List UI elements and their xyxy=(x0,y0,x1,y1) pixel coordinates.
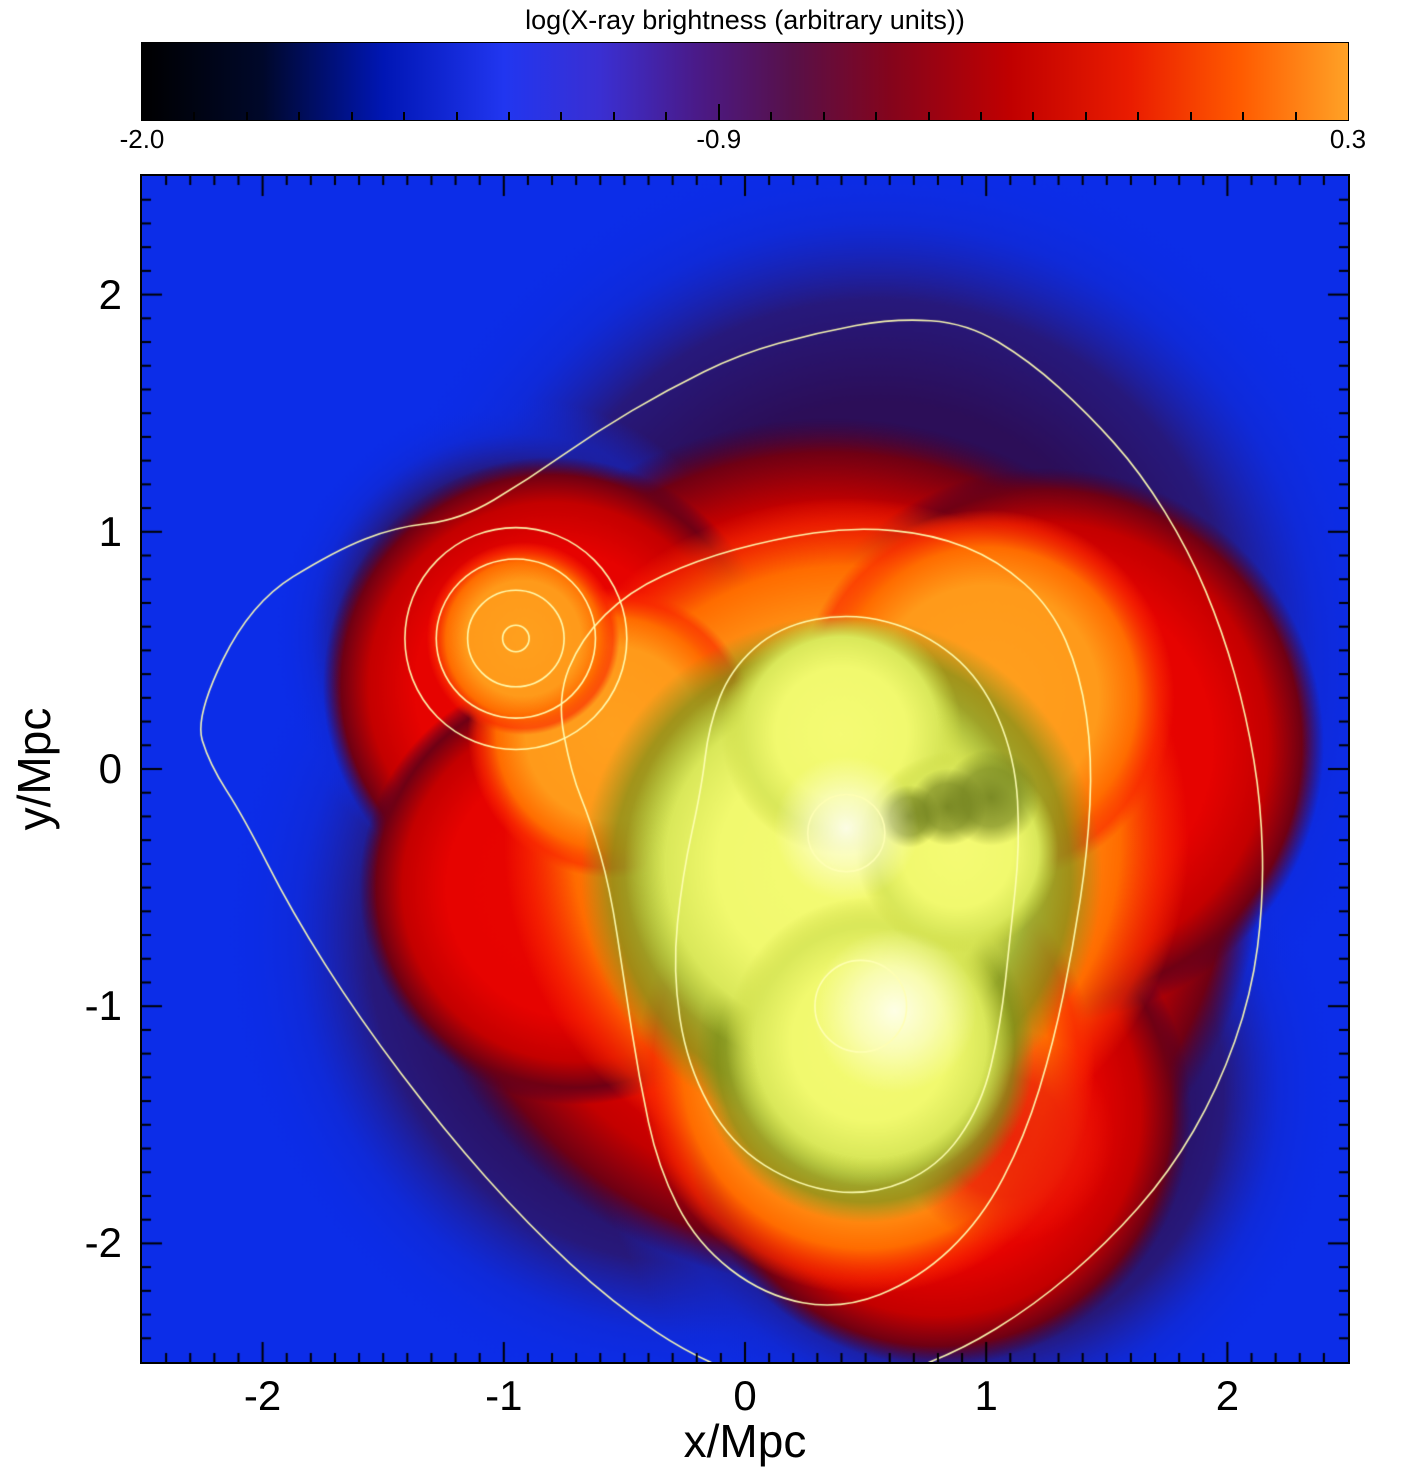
colorbar-tick xyxy=(403,112,406,120)
x-tick-label: 0 xyxy=(733,1372,757,1419)
colorbar-tick xyxy=(1032,112,1035,120)
x-tick-label: -2 xyxy=(243,1372,282,1419)
colorbar-tick xyxy=(1084,112,1087,120)
y-tick-label: 0 xyxy=(98,745,122,792)
colorbar-tick xyxy=(1242,112,1245,120)
x-tick-label: 2 xyxy=(1215,1372,1240,1419)
heatmap-canvas xyxy=(142,176,1348,1362)
y-tick-label: -1 xyxy=(84,982,122,1030)
colorbar-tick xyxy=(298,112,301,120)
colorbar-title: log(X-ray brightness (arbitrary units)) xyxy=(525,5,965,35)
colorbar-tick xyxy=(193,112,196,120)
y-tick-label: -2 xyxy=(84,1219,122,1267)
x-tick-label: -1 xyxy=(485,1372,523,1419)
colorbar-tick xyxy=(612,112,615,120)
colorbar-tick xyxy=(455,112,458,120)
colorbar-tick-label: -0.9 xyxy=(696,124,742,154)
colorbar-tick xyxy=(1189,112,1192,120)
colorbar-tick-label: -2.0 xyxy=(119,124,165,154)
colorbar-tick xyxy=(927,112,930,120)
colorbar-tick xyxy=(665,112,668,120)
y-tick-label: 1 xyxy=(98,507,122,555)
x-axis-label: x/Mpc xyxy=(683,1415,807,1467)
colorbar-tick xyxy=(508,112,511,120)
colorbar-tick xyxy=(245,112,248,120)
colorbar-tick xyxy=(822,112,825,120)
colorbar-tick xyxy=(717,104,720,120)
colorbar-tick xyxy=(979,112,982,120)
x-tick-label: 1 xyxy=(974,1372,998,1419)
colorbar-tick xyxy=(875,112,878,120)
colorbar-tick-label: 0.3 xyxy=(1329,124,1367,154)
y-tick-label: 2 xyxy=(98,270,122,318)
heatmap-plot-area xyxy=(140,174,1350,1364)
colorbar xyxy=(141,42,1349,121)
colorbar-tick xyxy=(350,112,353,120)
colorbar-tick xyxy=(1137,112,1140,120)
colorbar-tick xyxy=(770,112,773,120)
colorbar-tick xyxy=(1294,112,1297,120)
colorbar-tick xyxy=(560,112,563,120)
